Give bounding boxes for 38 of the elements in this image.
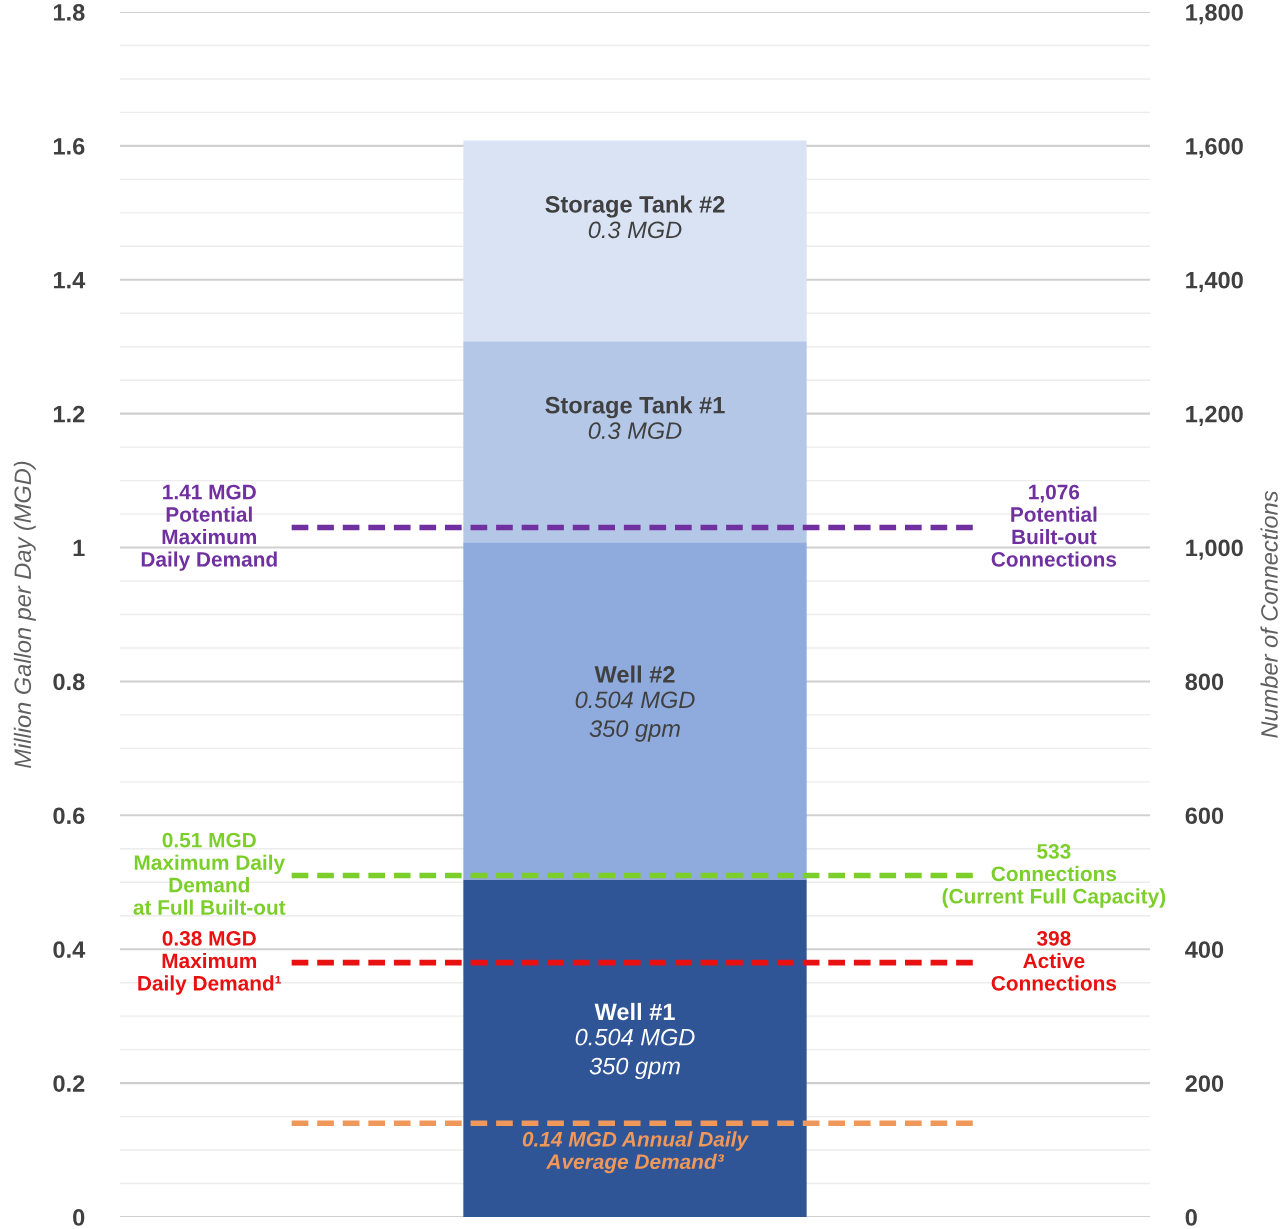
ref-line-label: 0.38 MGD Maximum Daily Demand¹	[138, 931, 281, 995]
annotation: 1,076 Potential Built-out Connections	[991, 484, 1117, 567]
y2-tick-label: 600	[1185, 807, 1224, 825]
series-label: Well #2	[594, 665, 675, 683]
data-label: 0.504 MGD 350 gpm	[575, 1028, 695, 1080]
series-label: Storage Tank #1	[545, 396, 725, 419]
annotation: 398 Active Connections	[991, 931, 1117, 991]
y2-tick-label: 200	[1185, 1075, 1224, 1092]
y2-tick-label: 800	[1185, 673, 1224, 691]
y-tick-label: 0.8	[53, 673, 85, 691]
y2-tick-label: 1,400	[1186, 271, 1243, 292]
y-tick-label: 0.6	[53, 807, 85, 825]
annotation: 533 Connections (Current Full Capacity)	[942, 843, 1166, 908]
y2-tick-label: 0	[1185, 1209, 1197, 1226]
y2-axis-title: Number of Connections	[1260, 490, 1278, 738]
ref-line-label: 1.41 MGD Potential Maximum Daily Demand	[141, 484, 277, 571]
bar	[463, 140, 807, 342]
series-label: Well #1	[594, 1002, 675, 1021]
series-label: Storage Tank #2	[545, 195, 725, 218]
data-label: 0.3 MGD	[588, 422, 682, 440]
ref-line-label: 0.51 MGD Maximum Daily Demand at Full Built-out	[133, 832, 286, 915]
y2-tick-label: 1,600	[1186, 137, 1243, 159]
y2-tick-label: 1,200	[1186, 405, 1243, 426]
data-label: 0.504 MGD 350 gpm	[575, 691, 695, 742]
y-axis-title: Million Gallon per Day (MGD)	[13, 461, 36, 768]
y-tick-label: 1.2	[53, 405, 85, 423]
y-tick-label: 0.2	[53, 1075, 85, 1092]
y-tick-label: 1	[73, 539, 85, 557]
ref-line-label: 0.14 MGD Annual Daily Average Demand³	[522, 1131, 749, 1174]
y-tick-label: 0.4	[53, 941, 86, 959]
y-tick-label: 0	[73, 1209, 85, 1226]
data-label: 0.3 MGD	[588, 221, 682, 239]
y2-tick-label: 400	[1185, 941, 1224, 959]
y-tick-label: 1.6	[53, 137, 85, 155]
y2-tick-label: 1,000	[1186, 539, 1243, 560]
y-tick-label: 1.4	[53, 272, 86, 289]
y-tick-label: 1.8	[53, 4, 85, 21]
y2-tick-label: 1,800	[1186, 4, 1243, 25]
